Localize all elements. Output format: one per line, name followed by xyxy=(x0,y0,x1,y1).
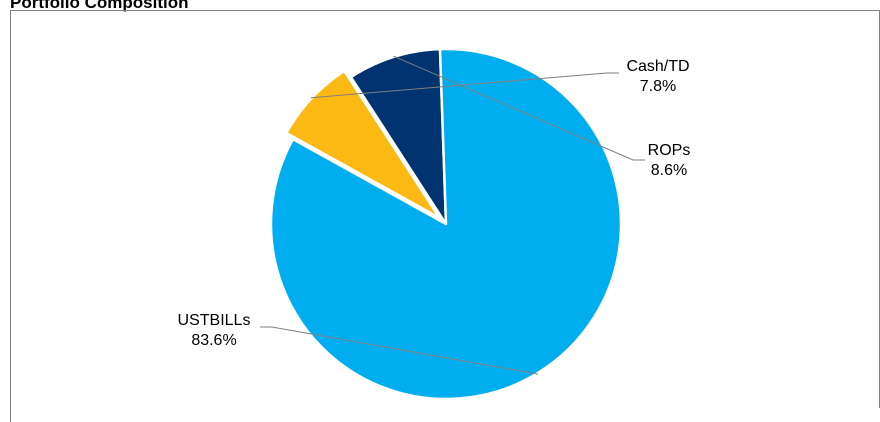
slice-value-label: 7.8% xyxy=(640,78,676,95)
pie-slices xyxy=(269,47,623,401)
leader-line-cash-td xyxy=(310,72,619,99)
slice-labels: Cash/TD 7.8% ROPs 8.6% USTBILLs 83.6% xyxy=(178,58,691,349)
chart-frame-left-border xyxy=(10,10,11,422)
chart-frame-top-border xyxy=(10,10,880,11)
slice-category-label: Cash/TD xyxy=(626,58,689,75)
pie-slice-cash-td xyxy=(285,69,441,220)
slice-category-label: USTBILLs xyxy=(178,312,251,329)
leader-lines xyxy=(260,55,645,375)
slice-category-label: ROPs xyxy=(648,142,691,159)
leader-line-rops xyxy=(393,55,645,161)
chart-title: Portfolio Composition xyxy=(10,0,189,12)
leader-line-ustbills xyxy=(260,326,538,375)
pie-slice-ustbills xyxy=(269,47,623,401)
slice-value-label: 8.6% xyxy=(651,162,687,179)
slice-value-label: 83.6% xyxy=(191,332,236,349)
